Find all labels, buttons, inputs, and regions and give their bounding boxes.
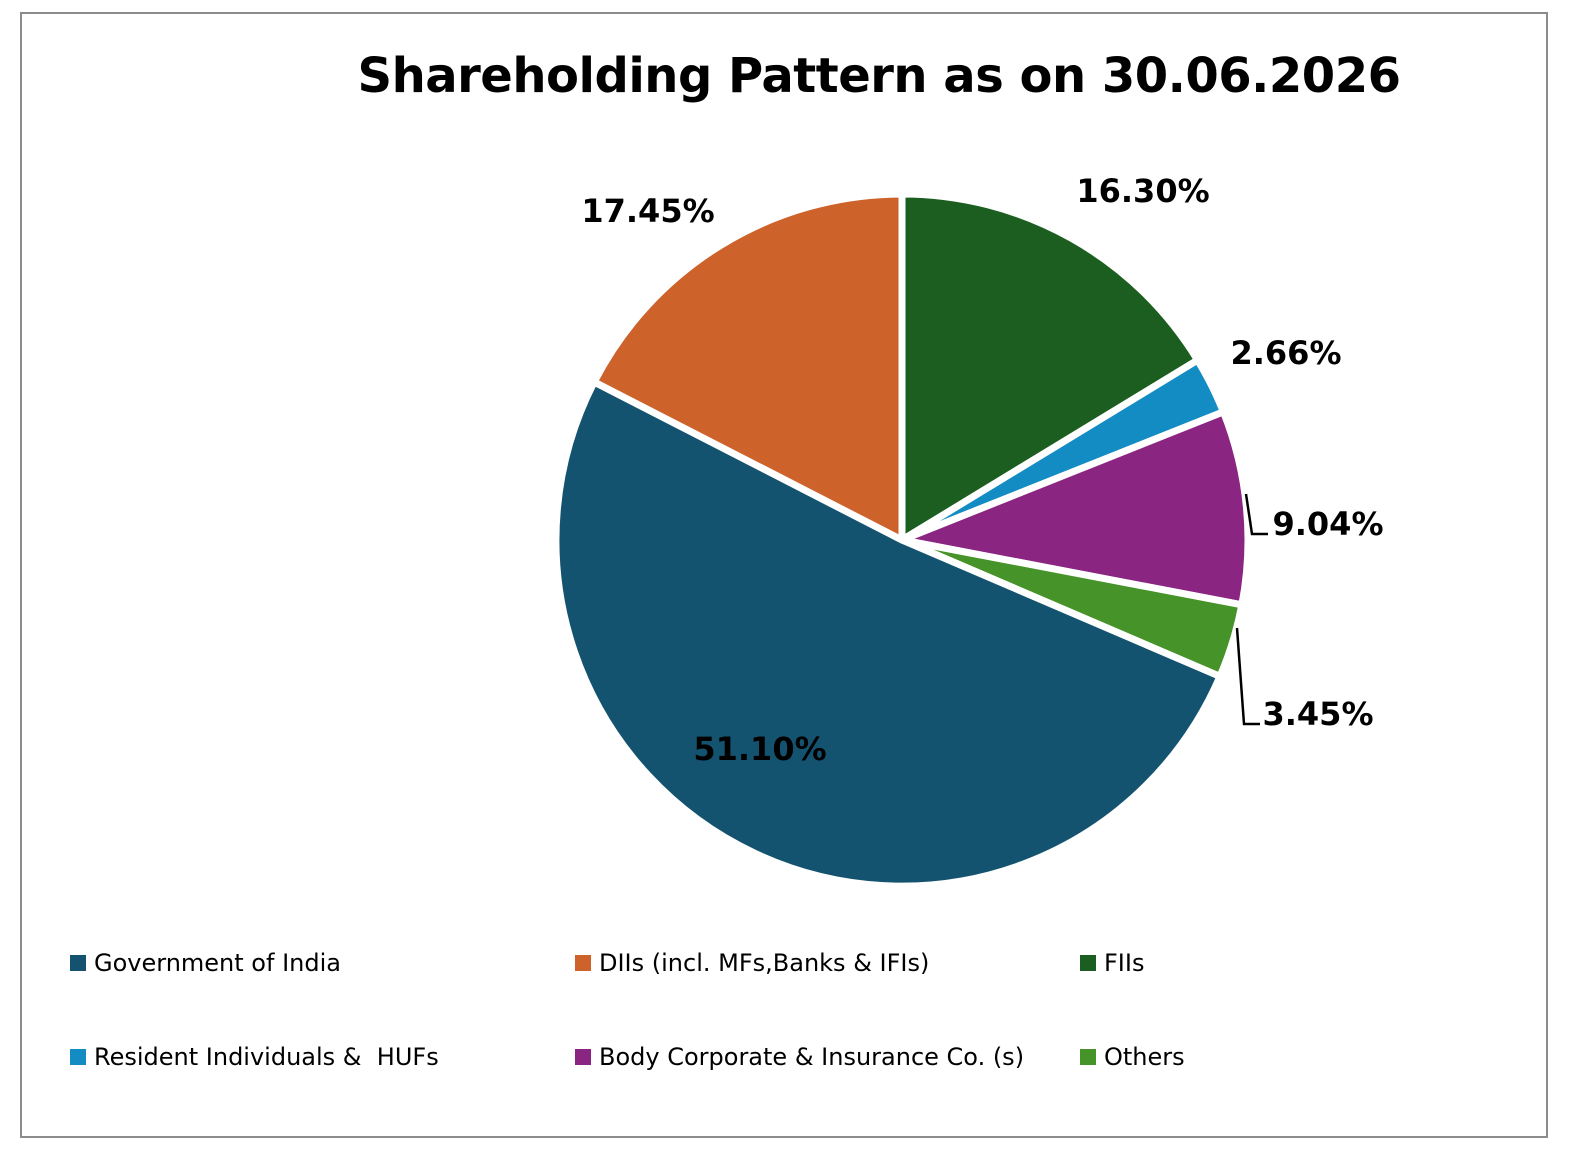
pie-slices — [552, 190, 1252, 890]
chart-title: Shareholding Pattern as on 30.06.2026 — [357, 48, 1401, 104]
legend-label: DIIs (incl. MFs,Banks & IFIs) — [599, 949, 930, 977]
chart-legend: Government of India DIIs (incl. MFs,Banks… — [70, 945, 1510, 1075]
legend-swatch — [1080, 955, 1096, 971]
data-label-others: 3.45% — [1262, 695, 1373, 733]
legend-swatch — [1080, 1049, 1096, 1065]
legend-label: Others — [1104, 1043, 1185, 1071]
leader-line-others — [1235, 627, 1260, 726]
pie-slice-government-of-india — [552, 378, 1224, 890]
data-label-resident-individuals-hufs: 2.66% — [1230, 334, 1341, 372]
data-label-fiis: 16.30% — [1076, 172, 1209, 210]
legend-swatch — [575, 1049, 591, 1065]
legend-label: Body Corporate & Insurance Co. (s) — [599, 1043, 1025, 1071]
data-label-government-of-india: 51.10% — [693, 730, 826, 768]
legend-item-resident-individuals-hufs: Resident Individuals & HUFs — [70, 1039, 575, 1075]
pie-slice-body-corporate-insurance-co-s — [898, 408, 1252, 609]
legend-swatch — [70, 1049, 86, 1065]
legend-item-others: Others — [1080, 1039, 1480, 1075]
legend-item-diis-incl-mfs-banks-ifis: DIIs (incl. MFs,Banks & IFIs) — [575, 945, 1080, 981]
legend-item-government-of-india: Government of India — [70, 945, 575, 981]
legend-label: Resident Individuals & HUFs — [94, 1043, 439, 1071]
legend-item-fiis: FIIs — [1080, 945, 1480, 981]
pie-slice-fiis — [898, 190, 1202, 544]
leader-line-body-corporate-insurance-co-s — [1244, 493, 1268, 536]
legend-label: Government of India — [94, 949, 341, 977]
data-label-body-corporate-insurance-co-s: 9.04% — [1272, 505, 1383, 543]
legend-label: FIIs — [1104, 949, 1145, 977]
legend-swatch — [575, 955, 591, 971]
data-label-diis-incl-mfs-banks-ifis: 17.45% — [581, 192, 714, 230]
legend-swatch — [70, 955, 86, 971]
pie-slice-diis-incl-mfs-banks-ifis — [590, 190, 906, 544]
legend-item-body-corporate-insurance-co-s: Body Corporate & Insurance Co. (s) — [575, 1039, 1080, 1075]
